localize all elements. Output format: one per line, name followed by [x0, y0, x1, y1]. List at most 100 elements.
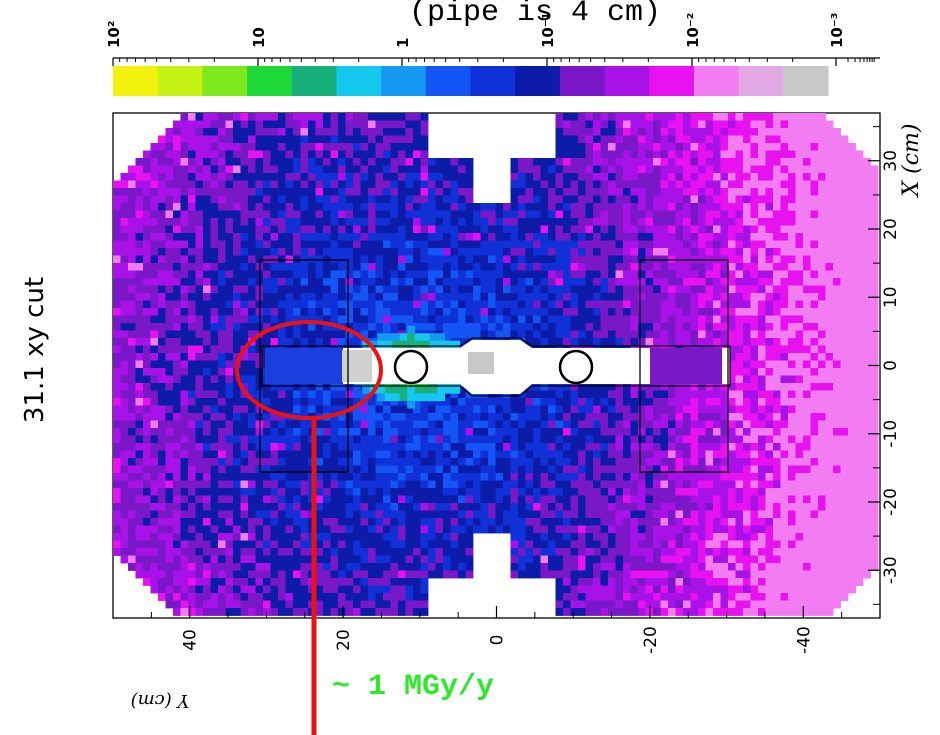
- heatmap-cell: [518, 293, 526, 301]
- heatmap-cell: [810, 420, 819, 429]
- heatmap-cell: [728, 450, 736, 459]
- heatmap-cell: [713, 323, 721, 331]
- heatmap-cell: [548, 173, 556, 181]
- heatmap-cell: [713, 278, 721, 286]
- heatmap-cell: [435, 435, 444, 444]
- heatmap-cell: [803, 330, 811, 339]
- heatmap-cell: [803, 375, 811, 384]
- heatmap-cell: [203, 300, 211, 309]
- heatmap-cell: [135, 278, 144, 286]
- heatmap-cell: [863, 353, 871, 361]
- heatmap-cell: [315, 233, 324, 241]
- heatmap-cell: [218, 480, 226, 489]
- heatmap-cell: [563, 233, 571, 241]
- heatmap-cell: [338, 195, 346, 204]
- heatmap-cell: [698, 165, 706, 174]
- heatmap-cell: [428, 158, 436, 166]
- heatmap-cell: [818, 390, 826, 399]
- heatmap-cell: [615, 383, 624, 391]
- heatmap-cell: [143, 360, 151, 369]
- heatmap-cell: [143, 398, 151, 406]
- heatmap-cell: [240, 195, 249, 204]
- heatmap-cell: [473, 428, 481, 436]
- heatmap-cell: [720, 263, 729, 271]
- heatmap-cell: [578, 255, 586, 264]
- heatmap-cell: [293, 435, 301, 444]
- heatmap-cell: [593, 255, 601, 264]
- heatmap-cell: [143, 278, 151, 286]
- heatmap-cell: [788, 173, 796, 181]
- heatmap-cell: [713, 300, 721, 309]
- colorbar-ticks: [112, 58, 875, 66]
- heatmap-cell: [638, 240, 646, 249]
- heatmap-cell: [690, 278, 699, 286]
- heatmap-cell: [713, 143, 721, 151]
- heatmap-cell: [143, 405, 151, 414]
- heatmap-cell: [135, 383, 144, 391]
- heatmap-cell: [233, 188, 241, 196]
- heatmap-cell: [780, 383, 789, 391]
- heatmap-cell: [570, 120, 579, 129]
- heatmap-cell: [248, 203, 256, 211]
- heatmap-cell: [788, 458, 796, 466]
- heatmap-cell: [128, 413, 136, 421]
- heatmap-cell: [675, 225, 684, 234]
- heatmap-cell: [143, 353, 151, 361]
- heatmap-cell: [825, 120, 834, 129]
- heatmap-cell: [120, 210, 129, 219]
- heatmap-cell: [173, 488, 181, 496]
- heatmap-cell: [188, 255, 196, 264]
- heatmap-cell: [848, 480, 856, 489]
- heatmap-cell: [630, 263, 639, 271]
- heatmap-cell: [810, 480, 819, 489]
- heatmap-cell: [653, 180, 661, 189]
- heatmap-cell: [615, 473, 624, 481]
- heatmap-cell: [803, 428, 811, 436]
- heatmap-cell: [285, 173, 294, 181]
- heatmap-cell: [345, 398, 354, 406]
- heatmap-cell: [128, 473, 136, 481]
- heatmap-cell: [128, 420, 136, 429]
- heatmap-cell: [473, 240, 481, 249]
- heatmap-cell: [120, 383, 129, 391]
- heatmap-cell: [158, 270, 166, 279]
- heatmap-cell: [270, 398, 279, 406]
- heatmap-cell: [405, 233, 414, 241]
- heatmap-cell: [495, 308, 504, 316]
- heatmap-cell: [578, 443, 586, 451]
- heatmap-cell: [173, 165, 181, 174]
- heatmap-cell: [840, 308, 849, 316]
- heatmap-cell: [488, 248, 496, 256]
- heatmap-cell: [240, 218, 249, 226]
- heatmap-cell: [863, 255, 871, 264]
- heatmap-cell: [158, 435, 166, 444]
- heatmap-cell: [165, 420, 174, 429]
- heatmap-cell: [563, 398, 571, 406]
- heatmap-cell: [233, 458, 241, 466]
- heatmap-cell: [720, 120, 729, 129]
- heatmap-cell: [345, 203, 354, 211]
- heatmap-cell: [188, 300, 196, 309]
- heatmap-cell: [120, 330, 129, 339]
- heatmap-cell: [765, 435, 774, 444]
- heatmap-cell: [458, 285, 466, 294]
- heatmap-cell: [233, 420, 241, 429]
- heatmap-cell: [615, 323, 624, 331]
- heatmap-cell: [593, 315, 601, 324]
- heatmap-cell: [615, 458, 624, 466]
- heatmap-cell: [765, 465, 774, 474]
- heatmap-cell: [548, 285, 556, 294]
- heatmap-cell: [330, 383, 339, 391]
- heatmap-cell: [803, 285, 811, 294]
- heatmap-cell: [368, 210, 376, 219]
- heatmap-cell: [128, 195, 136, 204]
- heatmap-cell: [788, 293, 796, 301]
- heatmap-cell: [315, 405, 324, 414]
- heatmap-cell: [555, 128, 564, 136]
- heatmap-cell: [330, 158, 339, 166]
- heatmap-cell: [773, 405, 781, 414]
- heatmap-cell: [563, 150, 571, 159]
- heatmap-cell: [360, 165, 369, 174]
- heatmap-cell: [300, 473, 309, 481]
- heatmap-cell: [165, 293, 174, 301]
